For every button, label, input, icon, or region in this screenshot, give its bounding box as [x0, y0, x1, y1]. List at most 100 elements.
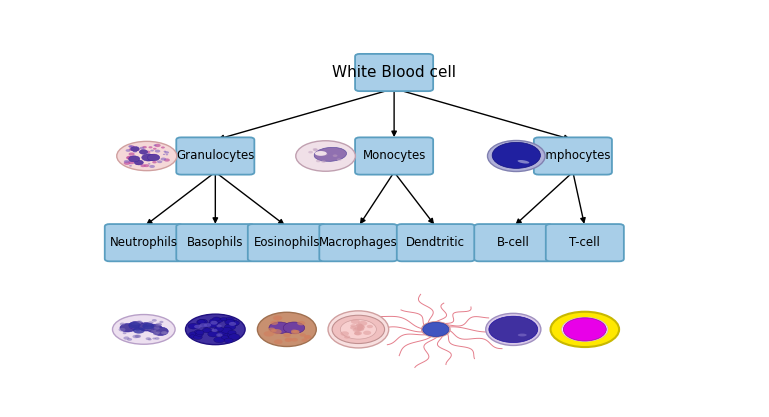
Text: T-cell: T-cell: [569, 236, 601, 249]
Circle shape: [150, 150, 154, 151]
Circle shape: [354, 332, 361, 335]
Circle shape: [357, 325, 364, 329]
Circle shape: [274, 339, 282, 344]
Ellipse shape: [296, 141, 355, 171]
Circle shape: [367, 325, 373, 328]
Circle shape: [161, 146, 165, 148]
Circle shape: [227, 332, 237, 338]
Circle shape: [123, 332, 126, 334]
Circle shape: [153, 148, 157, 150]
Circle shape: [161, 158, 166, 161]
Circle shape: [154, 144, 156, 146]
Circle shape: [297, 321, 305, 325]
Circle shape: [353, 328, 361, 332]
Circle shape: [215, 318, 224, 322]
Ellipse shape: [185, 314, 245, 344]
Circle shape: [152, 161, 157, 163]
Circle shape: [357, 327, 364, 331]
Circle shape: [163, 332, 168, 334]
Ellipse shape: [421, 322, 450, 337]
Circle shape: [209, 319, 221, 324]
Circle shape: [285, 338, 293, 342]
Circle shape: [133, 327, 145, 334]
Circle shape: [323, 153, 328, 156]
Circle shape: [163, 154, 165, 155]
Circle shape: [333, 154, 338, 157]
Circle shape: [216, 324, 221, 327]
Circle shape: [147, 324, 162, 333]
Circle shape: [211, 329, 218, 332]
Circle shape: [283, 333, 291, 337]
Circle shape: [313, 149, 318, 151]
Circle shape: [130, 146, 135, 148]
Circle shape: [197, 319, 207, 325]
Circle shape: [128, 322, 141, 328]
Circle shape: [136, 163, 139, 165]
Circle shape: [492, 142, 541, 168]
Circle shape: [356, 323, 362, 327]
Ellipse shape: [315, 151, 327, 156]
Circle shape: [225, 338, 233, 343]
Circle shape: [135, 334, 141, 338]
Circle shape: [351, 324, 356, 327]
FancyBboxPatch shape: [546, 224, 624, 261]
Circle shape: [146, 151, 151, 153]
FancyBboxPatch shape: [176, 137, 255, 175]
Circle shape: [271, 329, 281, 334]
Circle shape: [293, 330, 300, 334]
Circle shape: [224, 317, 234, 323]
Circle shape: [135, 149, 139, 151]
Circle shape: [332, 315, 384, 344]
Circle shape: [291, 338, 298, 342]
Circle shape: [195, 330, 201, 334]
Ellipse shape: [488, 141, 545, 171]
Circle shape: [291, 329, 298, 333]
FancyBboxPatch shape: [534, 137, 612, 175]
Circle shape: [271, 321, 278, 325]
Text: White Blood cell: White Blood cell: [332, 65, 456, 80]
FancyBboxPatch shape: [397, 224, 475, 261]
Ellipse shape: [328, 311, 388, 348]
Text: Monocytes: Monocytes: [362, 150, 426, 163]
FancyBboxPatch shape: [176, 224, 255, 261]
Circle shape: [135, 146, 139, 148]
Circle shape: [149, 165, 155, 168]
Circle shape: [120, 323, 125, 325]
Circle shape: [204, 323, 211, 327]
Circle shape: [337, 158, 341, 161]
FancyBboxPatch shape: [105, 224, 183, 261]
FancyBboxPatch shape: [355, 54, 433, 91]
Circle shape: [229, 322, 236, 326]
Circle shape: [291, 330, 299, 334]
Circle shape: [285, 339, 291, 342]
Circle shape: [128, 161, 135, 164]
Circle shape: [165, 154, 168, 156]
Text: Basophils: Basophils: [187, 236, 244, 249]
Circle shape: [158, 324, 161, 326]
Circle shape: [199, 323, 207, 327]
Circle shape: [144, 164, 149, 167]
Circle shape: [148, 163, 151, 165]
Circle shape: [321, 160, 326, 163]
Circle shape: [135, 160, 143, 165]
Circle shape: [313, 148, 318, 151]
Circle shape: [198, 320, 205, 324]
Circle shape: [151, 319, 157, 322]
Circle shape: [161, 331, 168, 334]
Circle shape: [283, 322, 305, 334]
Circle shape: [150, 158, 154, 161]
Circle shape: [125, 149, 131, 152]
Circle shape: [155, 144, 161, 147]
Circle shape: [214, 337, 225, 343]
Circle shape: [127, 338, 132, 341]
Circle shape: [155, 150, 160, 153]
Circle shape: [221, 336, 228, 339]
Circle shape: [148, 157, 151, 159]
Ellipse shape: [258, 312, 316, 347]
Text: Lymphocytes: Lymphocytes: [534, 150, 611, 163]
Circle shape: [305, 335, 311, 339]
Circle shape: [128, 146, 134, 148]
Circle shape: [136, 321, 142, 324]
Circle shape: [145, 327, 151, 330]
Circle shape: [564, 318, 606, 341]
